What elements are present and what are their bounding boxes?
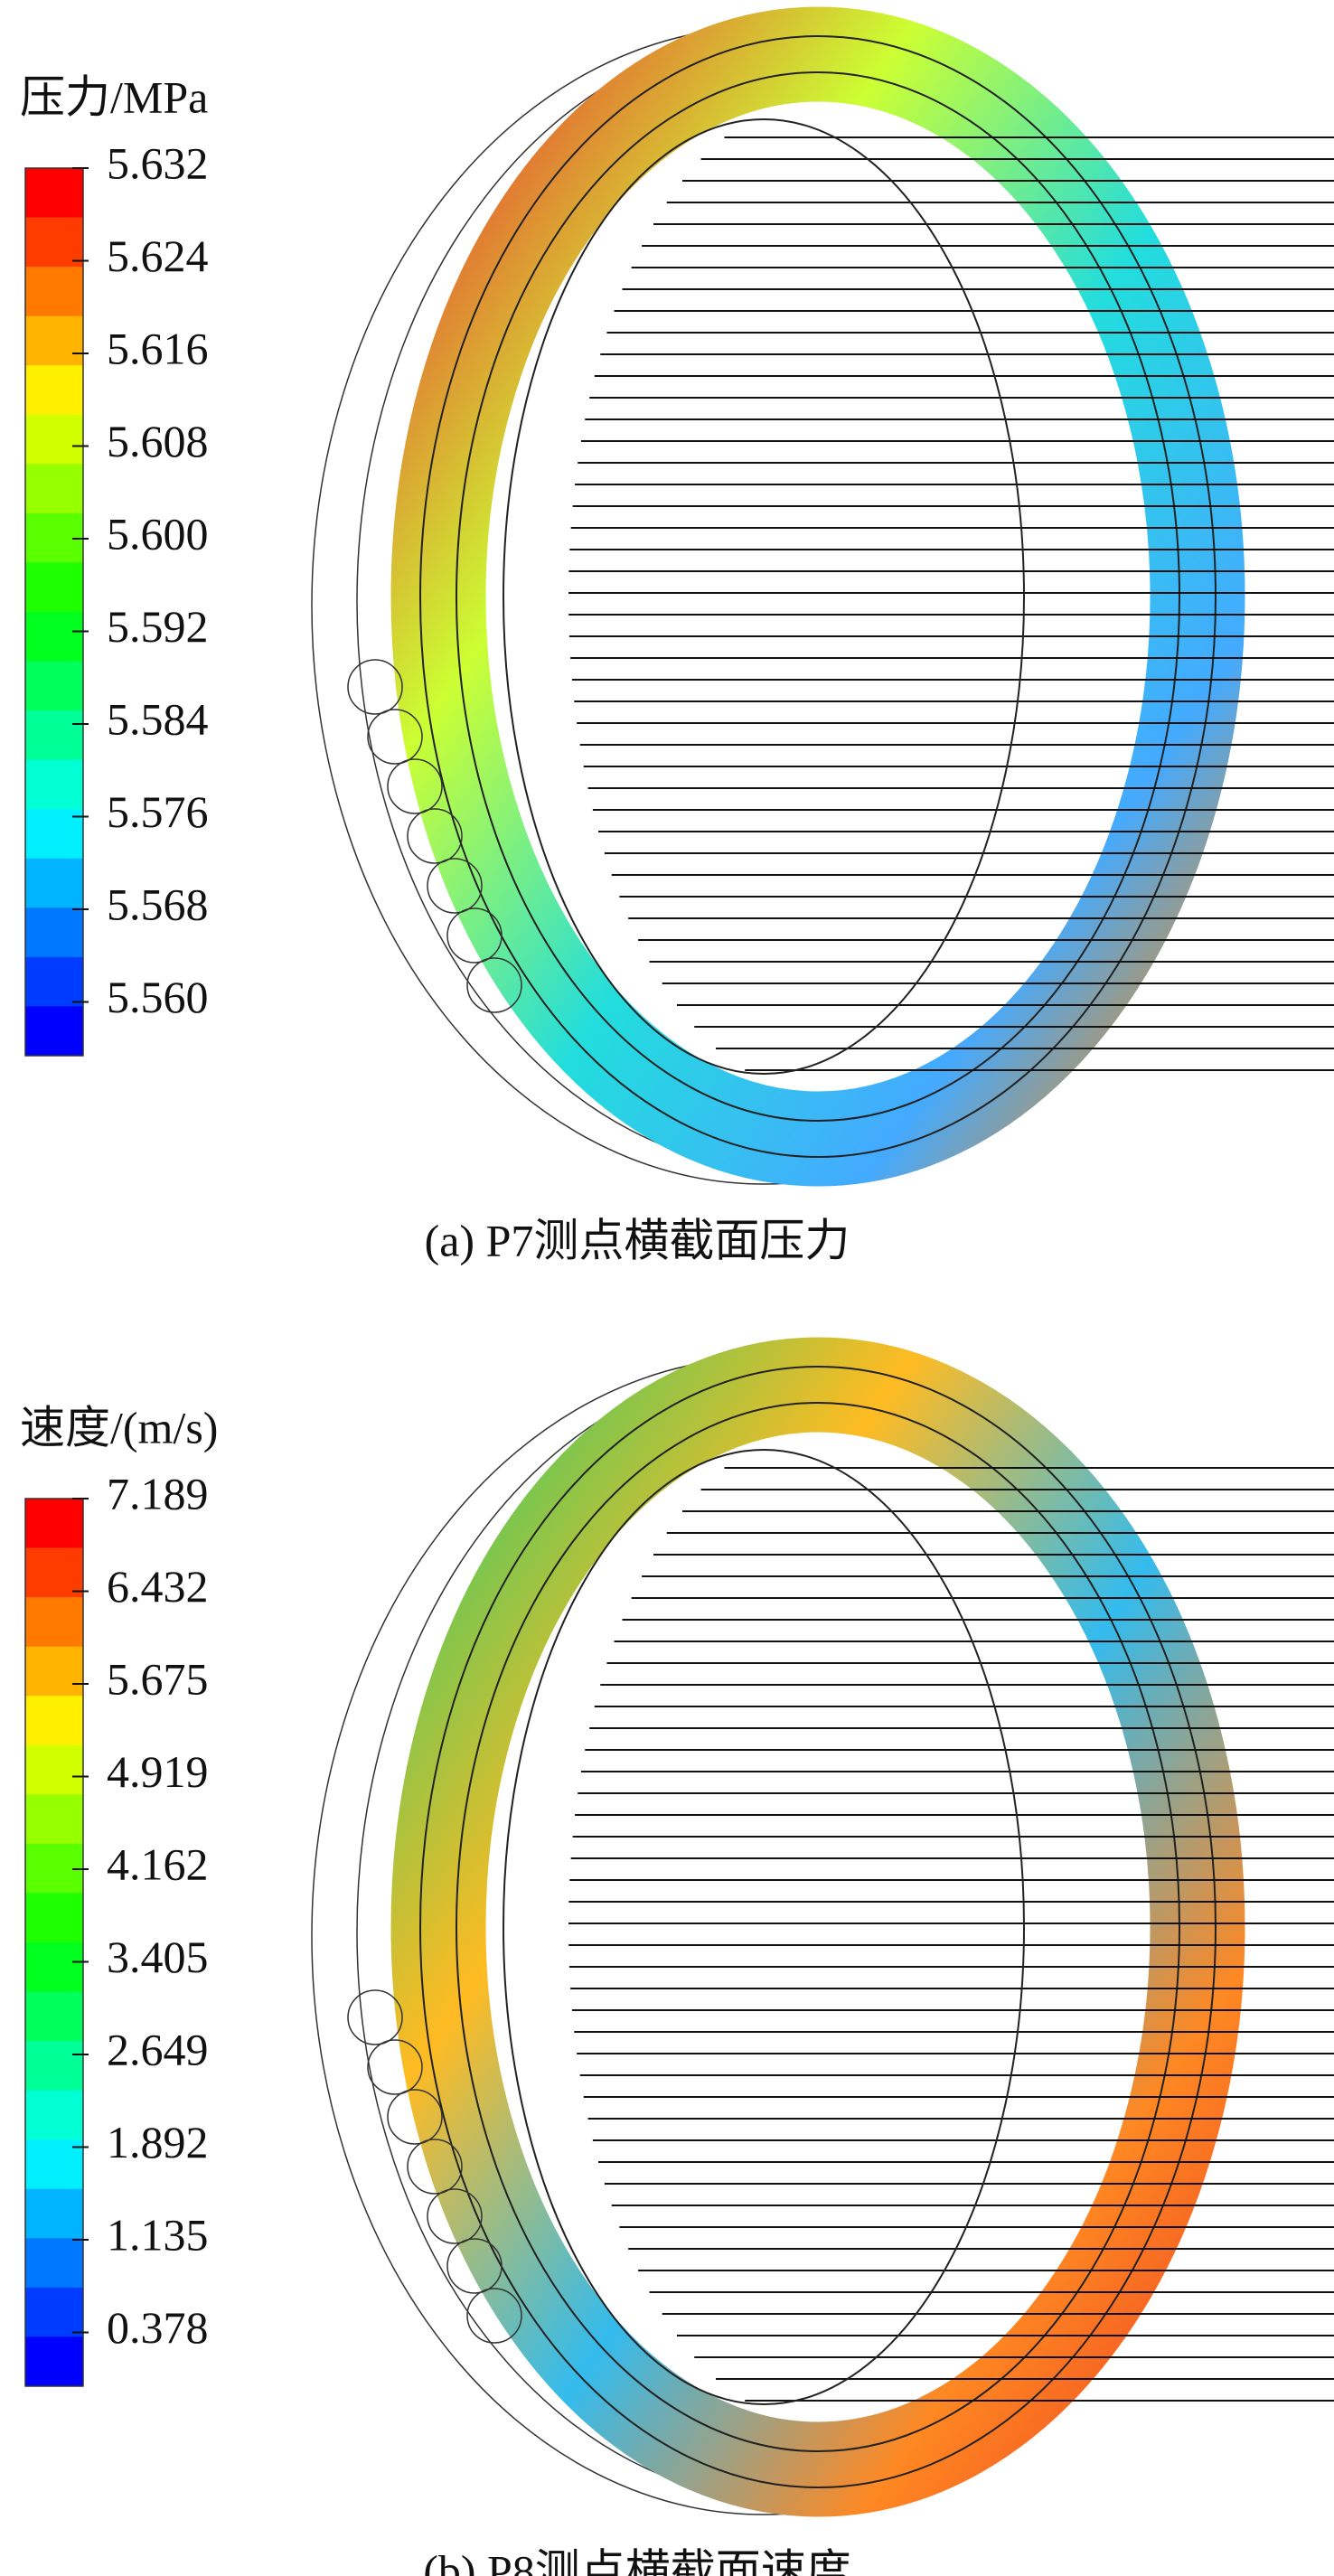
hole: [466, 2288, 522, 2344]
hole: [446, 907, 503, 964]
hole: [347, 1989, 403, 2045]
scale-label: 5.568: [107, 879, 209, 929]
tube-outline: [503, 118, 1025, 1075]
color-band: [25, 1942, 83, 1993]
hole: [347, 659, 403, 715]
color-band: [25, 1696, 83, 1746]
caption: (a) P7测点横截面压力: [425, 1215, 850, 1265]
colorbar-frame: [24, 167, 84, 1057]
colorbar-frame: [24, 1498, 84, 2387]
scale-label: 5.584: [107, 693, 209, 744]
scale-label: 5.608: [107, 416, 209, 466]
color-band: [25, 2238, 83, 2289]
color-band: [25, 315, 83, 366]
scale-label: 5.592: [107, 601, 209, 652]
color-band: [25, 2041, 83, 2092]
hole: [367, 709, 423, 765]
color-band: [25, 858, 83, 908]
hole: [446, 2238, 503, 2294]
color-band: [25, 759, 83, 810]
color-band: [25, 612, 83, 663]
ring: [390, 6, 1245, 1187]
scale-label: 1.135: [107, 2209, 209, 2260]
color-band: [25, 2090, 83, 2140]
scale-label: 5.624: [107, 230, 209, 281]
scale-label: 5.632: [107, 137, 209, 188]
hole: [407, 808, 463, 864]
hole: [387, 758, 443, 814]
color-band: [25, 217, 83, 268]
color-band: [25, 1991, 83, 2042]
ring-line: [456, 71, 1180, 1122]
hole: [367, 2039, 423, 2095]
scale-label: 1.892: [107, 2117, 209, 2167]
hole: [387, 2089, 443, 2145]
color-band: [25, 365, 83, 416]
scale-label: 5.675: [107, 1653, 209, 1704]
color-band: [25, 1597, 83, 1648]
hole: [407, 2139, 463, 2195]
scale-label: 4.919: [107, 1746, 209, 1797]
scale-label: 7.189: [107, 1468, 209, 1518]
color-band: [25, 907, 83, 958]
scale-label: 6.432: [107, 1561, 209, 1612]
tube-outline: [503, 1449, 1025, 2405]
hole: [427, 858, 483, 914]
color-band: [25, 1547, 83, 1598]
color-band: [25, 710, 83, 761]
scale-label: 5.560: [107, 972, 209, 1022]
ring-line: [419, 1366, 1217, 2488]
panel: 速度/(m/s) 7.189 6.432 5.675 4.919 4.162 3.405 2.…: [20, 1337, 1334, 2576]
scale-label: 4.162: [107, 1838, 209, 1889]
color-band: [25, 1006, 83, 1057]
color-band: [25, 414, 83, 465]
color-band: [25, 1893, 83, 1943]
scale-label: 5.616: [107, 323, 209, 373]
ring: [390, 1337, 1245, 2517]
color-band: [25, 1794, 83, 1845]
scale-title: 压力/MPa: [20, 71, 208, 122]
color-band: [25, 1499, 83, 1549]
ring-line: [419, 35, 1217, 1158]
color-band: [25, 1646, 83, 1697]
color-band: [25, 464, 83, 514]
color-band: [25, 2287, 83, 2337]
color-band: [25, 562, 83, 613]
scale-label: 5.600: [107, 508, 209, 559]
scale-label: 0.378: [107, 2302, 209, 2353]
hole: [427, 2188, 483, 2244]
ring-line: [456, 1402, 1180, 2452]
scale-label: 3.405: [107, 1932, 209, 1982]
panel: 压力/MPa 5.632 5.624 5.616 5.608 5.600 5.592 5.58…: [20, 6, 1334, 1265]
scale-label: 2.649: [107, 2024, 209, 2074]
caption: (b) P8测点横截面速度: [423, 2545, 851, 2576]
color-band: [25, 661, 83, 711]
hole: [466, 957, 522, 1013]
color-band: [25, 168, 83, 219]
color-band: [25, 267, 83, 317]
color-band: [25, 956, 83, 1007]
scale-title: 速度/(m/s): [20, 1402, 218, 1453]
color-band: [25, 1744, 83, 1795]
scale-label: 5.576: [107, 786, 209, 837]
color-band: [25, 2188, 83, 2239]
color-band: [25, 2336, 83, 2387]
